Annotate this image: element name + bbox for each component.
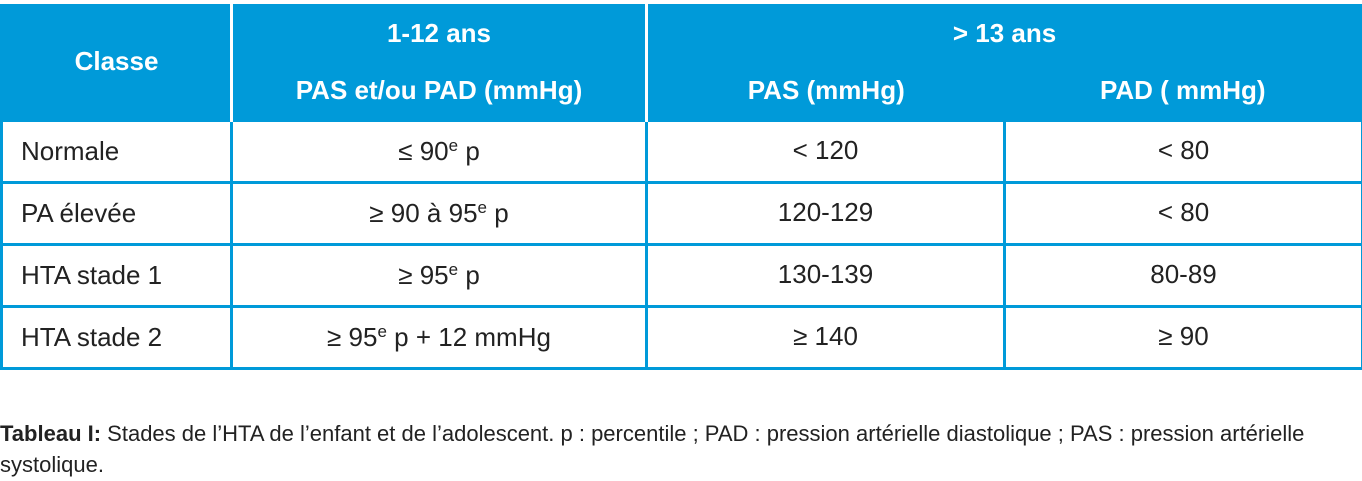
cell-text: ≥ 95 (327, 322, 378, 352)
table-row: HTA stade 1 ≥ 95e p 130-139 80-89 (0, 243, 1362, 308)
cell-text: ≥ 95 (398, 260, 449, 290)
caption: Tableau I: Stades de l’HTA de l’enfant e… (0, 418, 1362, 480)
superscript: e (448, 136, 459, 155)
table-cell: Normale (0, 119, 233, 184)
superscript: e (477, 198, 488, 217)
table: Classe 1-12 ans > 13 ans PAS et/ou PAD (… (0, 4, 1362, 370)
table-cell: PA élevée (0, 181, 233, 246)
superscript: e (448, 260, 459, 279)
header-cell: PAD ( mmHg) (1004, 62, 1362, 121)
table-cell: ≥ 90 à 95e p (230, 181, 648, 246)
table-cell: < 120 (645, 119, 1006, 184)
table-cell: < 80 (1002, 181, 1362, 246)
header-cell: Classe (0, 4, 233, 121)
cell-text: p (458, 260, 480, 290)
table-body: Normale ≤ 90e p < 120 < 80 PA élevée ≥ 90 à 9… (0, 119, 1362, 370)
table-cell: HTA stade 2 (0, 305, 233, 370)
table-row: HTA stade 2 ≥ 95e p + 12 mmHg ≥ 140 ≥ 90 (0, 305, 1362, 370)
caption-text: Stades de l’HTA de l’enfant et de l’adol… (0, 421, 1305, 477)
header-cell: 1-12 ans (230, 4, 648, 62)
caption-label: Tableau I: (0, 421, 102, 446)
table-row: PA élevée ≥ 90 à 95e p 120-129 < 80 (0, 181, 1362, 246)
table-cell: ≥ 90 (1002, 305, 1362, 370)
table-cell: < 80 (1002, 119, 1362, 184)
cell-text: ≥ 90 à 95 (369, 198, 478, 228)
superscript: e (377, 322, 387, 341)
header-cell: PAS et/ou PAD (mmHg) (230, 62, 648, 121)
cell-text: ≤ 90 (398, 136, 449, 166)
cell-text: p (487, 198, 509, 228)
header-cell: PAS (mmHg) (645, 62, 1005, 121)
cell-text: p (458, 136, 480, 166)
table-cell: ≤ 90e p (230, 119, 648, 184)
table-cell: 130-139 (645, 243, 1006, 308)
table-cell: 120-129 (645, 181, 1006, 246)
cell-text: p + 12 mmHg (386, 322, 551, 352)
table-cell: HTA stade 1 (0, 243, 233, 308)
table-row: Normale ≤ 90e p < 120 < 80 (0, 119, 1362, 184)
header-cell: > 13 ans (644, 4, 1362, 62)
table-cell: ≥ 95e p (230, 243, 648, 308)
table-cell: ≥ 95e p + 12 mmHg (230, 305, 648, 370)
table-cell: 80-89 (1002, 243, 1362, 308)
table-cell: ≥ 140 (645, 305, 1006, 370)
